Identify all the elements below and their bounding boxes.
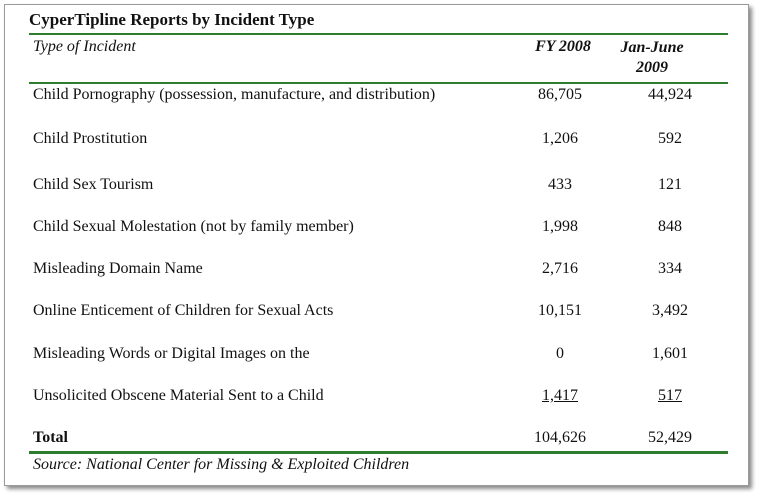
row-label: Child Prostitution [33, 130, 148, 147]
total-row: Total 104,626 52,429 [0, 429, 757, 451]
total-label: Total [33, 429, 68, 446]
row-label: Online Enticement of Children for Sexual… [33, 302, 334, 319]
row-fy2008: 1,998 [542, 218, 578, 235]
row-fy2008: 0 [556, 345, 564, 362]
header-jan-june-2009: Jan-June 2009 [612, 38, 692, 78]
row-jan-june-2009: 334 [658, 260, 682, 277]
header-rule [29, 82, 728, 84]
header-jan-june-line1: Jan-June [620, 39, 684, 56]
header-type-of-incident: Type of Incident [33, 38, 136, 55]
table-title: CyperTipline Reports by Incident Type [29, 10, 315, 29]
source-note: Source: National Center for Missing & Ex… [33, 456, 410, 473]
row-jan-june-2009: 3,492 [652, 302, 688, 319]
row-jan-june-2009: 592 [658, 130, 682, 147]
row-jan-june-2009: 848 [658, 218, 682, 235]
table-row: Child Sexual Molestation (not by family … [0, 218, 757, 240]
row-jan-june-2009: 517 [658, 387, 682, 404]
total-fy2008: 104,626 [534, 429, 586, 446]
row-label: Child Sex Tourism [33, 176, 154, 193]
row-jan-june-2009: 121 [658, 176, 682, 193]
table-row: Unsolicited Obscene Material Sent to a C… [0, 387, 757, 409]
row-jan-june-2009: 44,924 [648, 86, 692, 103]
row-label: Misleading Words or Digital Images on th… [33, 345, 310, 362]
bottom-rule [29, 451, 728, 454]
table-row: Child Pornography (possession, manufactu… [0, 86, 757, 108]
row-label: Child Pornography (possession, manufactu… [33, 86, 436, 103]
table-row: Child Prostitution 1,206 592 [0, 130, 757, 152]
total-jan-june-2009: 52,429 [648, 429, 692, 446]
row-fy2008: 1,206 [542, 130, 578, 147]
row-label: Misleading Domain Name [33, 260, 203, 277]
row-label: Unsolicited Obscene Material Sent to a C… [33, 387, 324, 404]
table-frame [4, 4, 749, 486]
row-fy2008: 1,417 [542, 387, 578, 404]
header-fy-2008: FY 2008 [535, 38, 591, 55]
row-label: Child Sexual Molestation (not by family … [33, 218, 354, 235]
row-jan-june-2009: 1,601 [652, 345, 688, 362]
row-fy2008: 86,705 [538, 86, 582, 103]
table-row: Misleading Words or Digital Images on th… [0, 345, 757, 367]
top-rule [29, 33, 728, 35]
header-jan-june-line2: 2009 [636, 59, 668, 76]
row-fy2008: 2,716 [542, 260, 578, 277]
row-fy2008: 10,151 [538, 302, 582, 319]
table-row: Misleading Domain Name 2,716 334 [0, 260, 757, 282]
table-row: Child Sex Tourism 433 121 [0, 176, 757, 198]
table-row: Online Enticement of Children for Sexual… [0, 302, 757, 324]
row-fy2008: 433 [548, 176, 572, 193]
